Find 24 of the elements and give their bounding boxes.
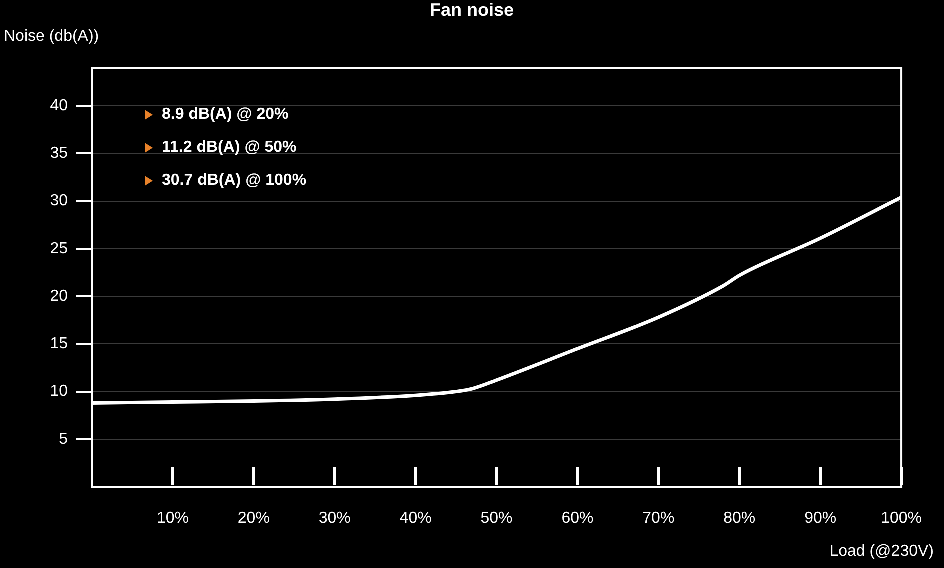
annotation: 30.7 dB(A) @ 100%: [162, 172, 307, 190]
annotation: 11.2 dB(A) @ 50%: [162, 139, 297, 157]
y-tick-label: 40: [50, 97, 68, 114]
x-tick-label: 20%: [238, 510, 270, 528]
x-tick-label: 60%: [562, 510, 594, 528]
y-axis-title: Noise (db(A)): [4, 28, 100, 46]
x-axis-title: Load (@230V): [830, 543, 934, 561]
x-tick-label: 70%: [642, 510, 675, 528]
x-tick-label: 80%: [724, 510, 756, 528]
y-tick-label: 30: [50, 192, 68, 210]
y-tick-label: 35: [50, 145, 68, 162]
x-tick-label: 30%: [318, 510, 351, 528]
y-tick-label: 20: [50, 288, 68, 305]
y-tick-label: 25: [50, 240, 68, 258]
x-tick-label: 50%: [480, 510, 513, 528]
x-tick-label: 90%: [804, 510, 837, 528]
y-tick-label: 15: [50, 336, 68, 353]
x-tick-label: 100%: [881, 510, 922, 528]
y-tick-label: 5: [59, 430, 68, 448]
chart-title: Fan noise: [428, 0, 515, 21]
x-tick-label: 40%: [400, 510, 432, 528]
y-tick-label: 10: [50, 383, 68, 400]
x-tick-label: 10%: [156, 510, 189, 528]
annotation: 8.9 dB(A) @ 20%: [162, 106, 289, 124]
